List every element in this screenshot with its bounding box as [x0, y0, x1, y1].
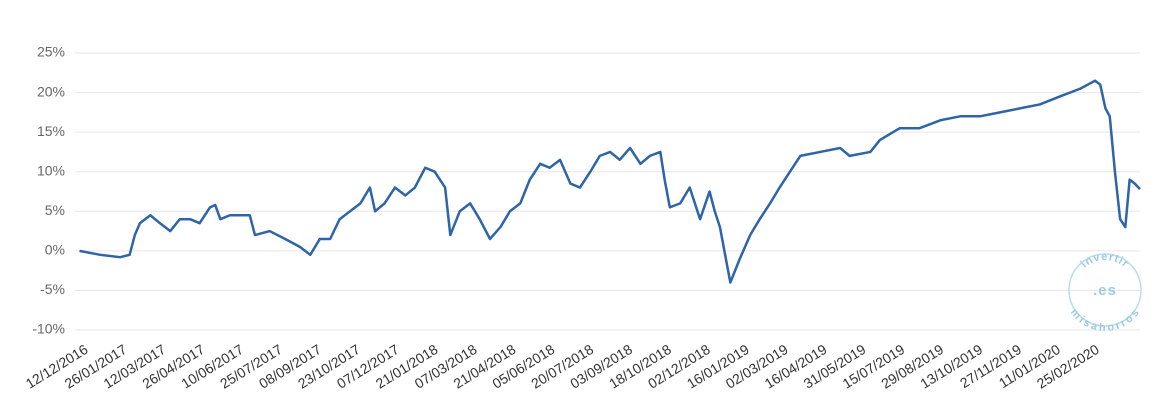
y-tick-label: -10% [32, 321, 65, 337]
watermark-top-text: invertir [1079, 251, 1131, 270]
y-tick-label: -5% [40, 281, 65, 297]
y-tick-label: 0% [45, 242, 65, 258]
y-tick-label: 25% [37, 44, 65, 60]
y-tick-label: 15% [37, 123, 65, 139]
y-tick-label: 5% [45, 202, 65, 218]
watermark-top: invertir [1079, 251, 1132, 270]
watermark-middle: .es [1093, 282, 1117, 299]
y-tick-label: 10% [37, 162, 65, 178]
data-line [79, 79, 1141, 284]
watermark-ring [1068, 253, 1142, 327]
y-tick-label: 20% [37, 83, 65, 99]
watermark: invertir .es misahorros [1068, 251, 1142, 334]
plot-area: -10%-5%0%5%10%15%20%25%12/12/201626/01/2… [23, 44, 1141, 392]
